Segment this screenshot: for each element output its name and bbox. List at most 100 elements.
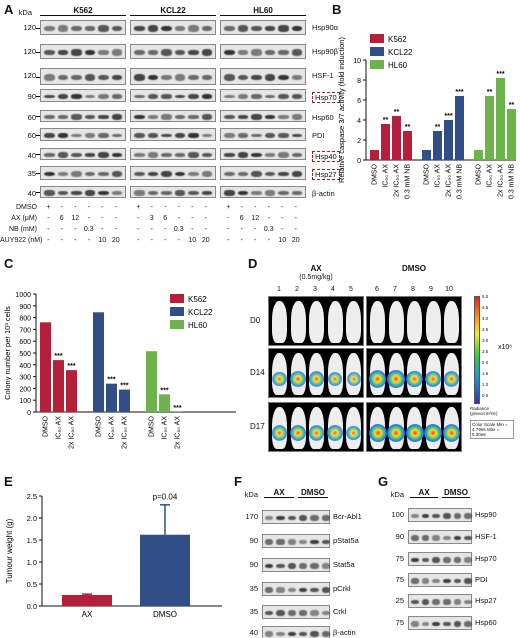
panel-b-caspase-chart: 0 2 4 6 8 10 Relative caspase 3/7 activity (fo… — [337, 34, 516, 199]
x-tick-label: 2x IC₅₀ AX — [446, 164, 453, 197]
band — [84, 171, 95, 177]
treatment-value: - — [267, 215, 270, 222]
legend-swatch — [170, 294, 184, 303]
band — [134, 74, 145, 81]
band — [299, 610, 308, 616]
kda-marker: 90 — [249, 560, 258, 569]
significance-label: ** — [383, 117, 389, 124]
bar — [370, 150, 379, 160]
band — [237, 133, 248, 138]
blot-strip — [408, 552, 472, 566]
significance-label: *** — [496, 71, 504, 78]
treatment-value: 20 — [201, 237, 210, 244]
x-tick-label: DMSO — [424, 163, 431, 185]
luminescence-signal — [290, 371, 306, 387]
band — [411, 578, 419, 584]
legend-label: KCL22 — [388, 48, 413, 57]
kda-header: kDa — [390, 490, 404, 499]
band — [111, 49, 122, 56]
band — [278, 74, 289, 81]
band — [98, 133, 109, 138]
band — [291, 133, 302, 138]
bar — [53, 360, 64, 412]
panel-e-tumour-weight-chart: 0.0 0.5 1.0 1.5 2.0 2.5 Tumour weight (g) AX DMS… — [5, 492, 222, 619]
x-tick-label: IC₅₀ AX — [435, 164, 442, 188]
x-tick-label: IC₅₀ AX — [487, 164, 494, 188]
mouse — [272, 301, 287, 343]
band — [224, 171, 235, 177]
treatment-value: 6 — [59, 215, 64, 222]
band — [224, 153, 235, 157]
mouse — [346, 301, 361, 343]
band — [201, 171, 212, 177]
blot-strip — [40, 186, 126, 198]
significance-label: ** — [509, 102, 515, 109]
y-tick-label: 1000 — [15, 292, 31, 299]
band — [134, 49, 145, 56]
significance-label: *** — [160, 387, 168, 394]
treatment-value: - — [294, 226, 297, 233]
band — [421, 598, 430, 606]
treatment-value: 0.3 — [83, 226, 94, 233]
treatment-value: - — [87, 204, 90, 211]
kda-marker: 35 — [249, 584, 258, 593]
band — [224, 94, 235, 99]
band — [174, 132, 185, 139]
treatment-value: - — [177, 204, 180, 211]
group-header: DMSO — [442, 488, 470, 498]
y-tick-label: 10 — [353, 58, 361, 65]
band — [174, 49, 185, 56]
treatment-value: - — [227, 226, 230, 233]
band — [134, 26, 145, 31]
band — [264, 26, 275, 31]
band — [188, 172, 199, 176]
bar — [403, 131, 412, 160]
mouse — [425, 301, 441, 343]
protein-label: HSF-1 — [475, 532, 497, 541]
band — [174, 190, 185, 196]
band — [71, 25, 82, 32]
band — [71, 49, 82, 56]
band — [174, 74, 185, 81]
band — [147, 172, 158, 176]
band — [443, 578, 451, 584]
mouse-number: 8 — [411, 286, 415, 293]
band — [432, 535, 440, 541]
luminescence-signal — [443, 371, 460, 387]
protein-label: PDI — [475, 575, 488, 584]
band — [264, 171, 275, 177]
band — [44, 171, 55, 177]
panel-label-f: F — [234, 474, 242, 489]
panel-label-a: A — [4, 2, 14, 17]
band — [265, 587, 274, 593]
bar — [496, 78, 505, 160]
treatment-value: - — [204, 226, 207, 233]
blot-strip — [262, 534, 330, 548]
blot-strip — [220, 20, 306, 35]
band — [310, 514, 319, 522]
band — [265, 538, 274, 546]
protein-label: Crkl — [333, 607, 347, 616]
treatment-label: AX (μM) — [11, 215, 37, 222]
luminescence-signal — [368, 370, 387, 388]
band — [321, 610, 330, 616]
band — [287, 515, 296, 521]
band — [443, 556, 451, 564]
kda-marker: 100 — [391, 510, 404, 519]
band — [84, 26, 95, 31]
kda-header: kDa — [18, 8, 32, 17]
scale-tick: 4.5 — [482, 305, 489, 310]
kda-tick — [36, 51, 40, 53]
x-tick-label: 2x IC₅₀ AX — [69, 416, 76, 449]
bar — [40, 322, 51, 412]
treatment-value: - — [47, 215, 50, 222]
blot-strip — [40, 89, 126, 102]
band — [251, 75, 262, 80]
bar — [422, 150, 431, 160]
x-tick-label: 2x IC₅₀ AX — [175, 416, 182, 449]
protein-label: Hsp70 — [475, 554, 497, 563]
treatment-value: - — [150, 204, 153, 211]
band — [71, 152, 82, 158]
panel-label-b: B — [332, 2, 342, 17]
legend-label: K562 — [388, 35, 407, 44]
